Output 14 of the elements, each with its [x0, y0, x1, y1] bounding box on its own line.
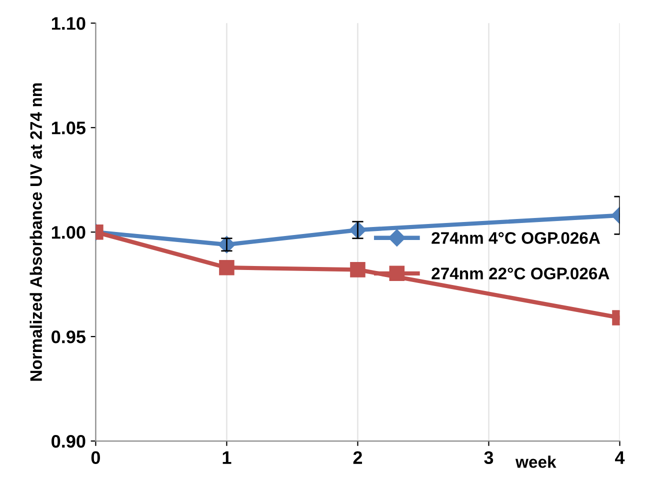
y-tick-label: 1.10: [52, 17, 86, 30]
x-axis-title: week: [515, 456, 556, 468]
y-axis-title: Normalized Absorbance UV at 274 nm: [30, 83, 42, 381]
x-tick-label: 1: [222, 451, 232, 464]
y-tick-label: 0.90: [52, 434, 86, 448]
y-tick-label: 1.00: [52, 226, 86, 239]
y-tick-label: 0.95: [52, 330, 86, 344]
x-tick-label: 4: [615, 451, 625, 464]
x-tick-label: 3: [484, 451, 494, 464]
x-tick-label: 0: [91, 451, 100, 464]
legend-label: 274nm 4°C OGP.026A: [432, 232, 600, 244]
legend-label: 274nm 22°C OGP.026A: [432, 268, 610, 280]
x-tick-label: 2: [353, 451, 362, 464]
y-tick-label: 1.05: [52, 122, 86, 134]
